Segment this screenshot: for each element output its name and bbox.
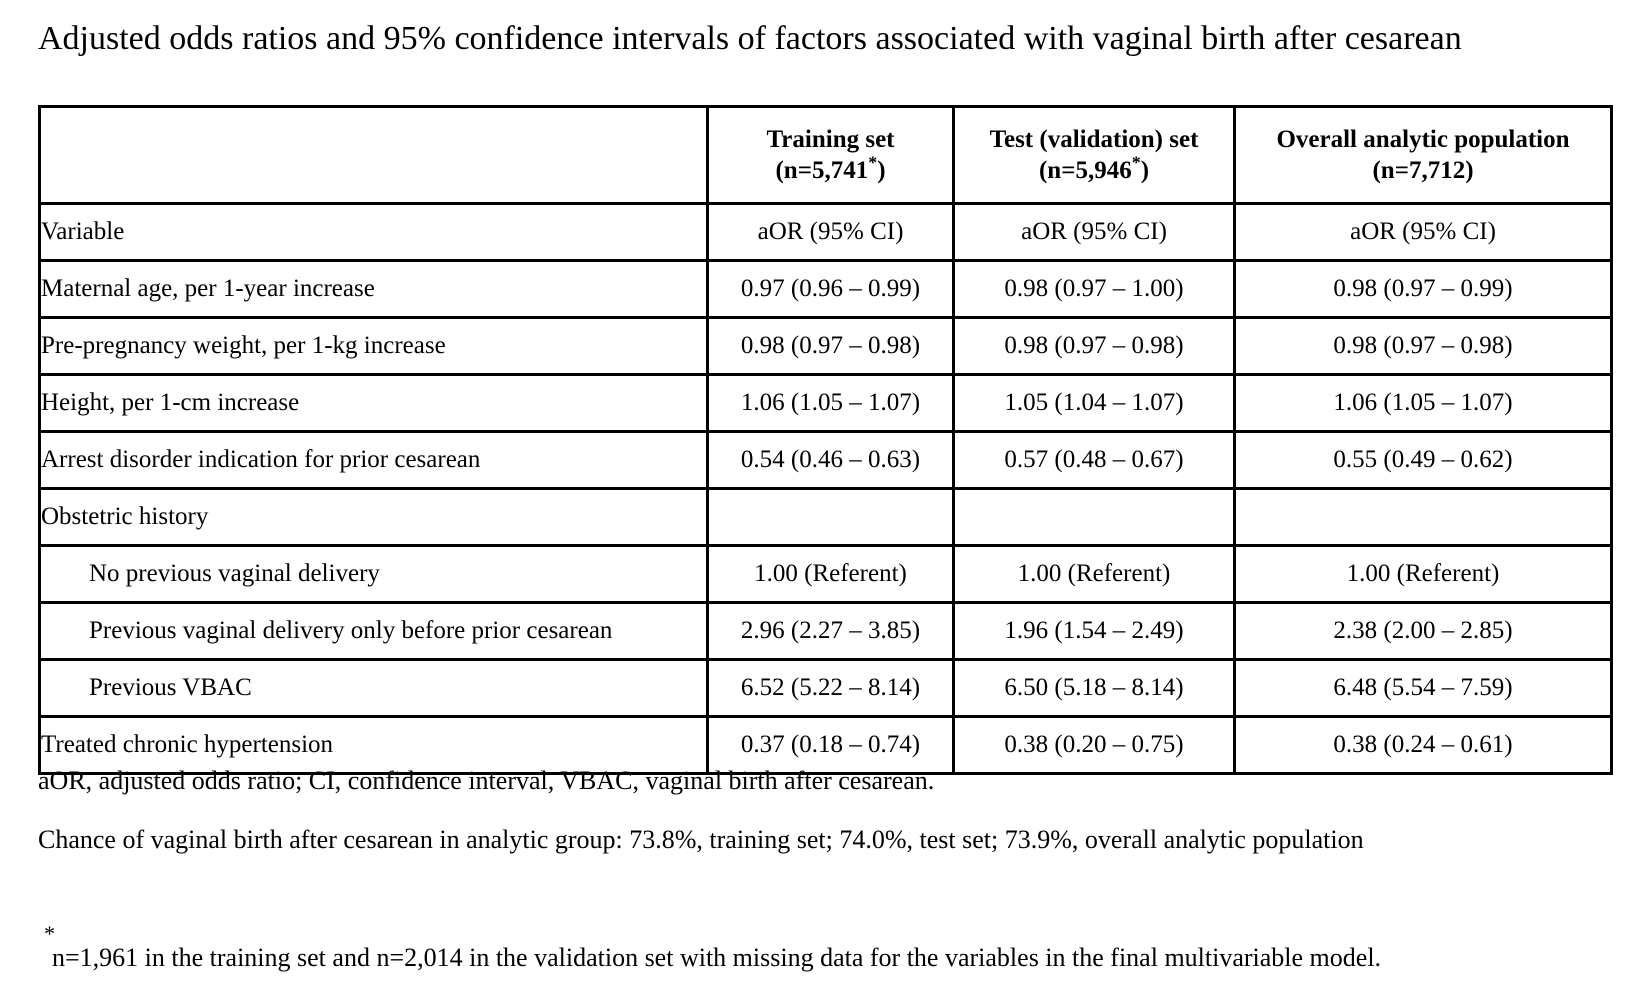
table-row: Obstetric history — [38, 487, 1613, 547]
table-row: Previous VBAC 6.52 (5.22 – 8.14) 6.50 (5.1… — [38, 658, 1613, 718]
training-set-value: 6.52 (5.22 – 8.14) — [706, 658, 955, 718]
column-header-row: Training set (n=5,741*) Test (validation… — [38, 105, 1613, 205]
test-set-header: Test (validation) set (n=5,946*) — [952, 105, 1236, 205]
overall-value: 1.06 (1.05 – 1.07) — [1233, 373, 1613, 433]
test-set-value: 0.38 (0.20 – 0.75) — [952, 715, 1236, 775]
test-set-value: 0.57 (0.48 – 0.67) — [952, 430, 1236, 490]
table-row: Pre-pregnancy weight, per 1-kg increase 0… — [38, 316, 1613, 376]
training-set-value: 1.00 (Referent) — [706, 544, 955, 604]
overall-value: 1.00 (Referent) — [1233, 544, 1613, 604]
footnote-asterisk: * — [43, 921, 54, 946]
variable-name: Height, per 1-cm increase — [38, 373, 709, 433]
header-n: (n=5,741 — [775, 157, 869, 184]
table-row: Treated chronic hypertension 0.37 (0.18 –… — [38, 715, 1613, 775]
test-set-value: 1.96 (1.54 – 2.49) — [952, 601, 1236, 661]
variable-name: Previous VBAC — [38, 658, 709, 718]
overall-value: 0.38 (0.24 – 0.61) — [1233, 715, 1613, 775]
test-set-value: 0.98 (0.97 – 0.98) — [952, 316, 1236, 376]
asterisk-marker: * — [1131, 152, 1141, 173]
variable-name: Previous vaginal delivery only before pr… — [38, 601, 709, 661]
variable-name: No previous vaginal delivery — [38, 544, 709, 604]
training-set-value — [706, 487, 955, 547]
blank-header-cell — [38, 105, 709, 205]
training-set-value: 0.37 (0.18 – 0.74) — [706, 715, 955, 775]
test-set-value: 1.05 (1.04 – 1.07) — [952, 373, 1236, 433]
training-set-value: 0.54 (0.46 – 0.63) — [706, 430, 955, 490]
measure-label: aOR (95% CI) — [706, 202, 955, 262]
overall-population-header: Overall analytic population (n=7,712) — [1233, 105, 1613, 205]
abbreviations-note: aOR, adjusted odds ratio; CI, confidence… — [38, 766, 935, 795]
chance-note: Chance of vaginal birth after cesarean i… — [38, 825, 1364, 854]
table-row: Previous vaginal delivery only before pr… — [38, 601, 1613, 661]
training-set-value: 2.96 (2.27 – 3.85) — [706, 601, 955, 661]
table-row: Arrest disorder indication for prior ces… — [38, 430, 1613, 490]
variable-name: Maternal age, per 1-year increase — [38, 259, 709, 319]
overall-value — [1233, 487, 1613, 547]
table-row: No previous vaginal delivery 1.00 (Refere… — [38, 544, 1613, 604]
subheader-row: Variable aOR (95% CI) aOR (95% CI) aOR (… — [38, 202, 1613, 262]
header-n: (n=7,712) — [1372, 157, 1474, 184]
test-set-value: 0.98 (0.97 – 1.00) — [952, 259, 1236, 319]
header-name: Training set — [766, 126, 895, 153]
header-name: Overall analytic population — [1276, 126, 1570, 153]
variable-name: Pre-pregnancy weight, per 1-kg increase — [38, 316, 709, 376]
test-set-value: 6.50 (5.18 – 8.14) — [952, 658, 1236, 718]
header-close: ) — [1140, 157, 1150, 184]
variable-name: Obstetric history — [38, 487, 709, 547]
training-set-value: 1.06 (1.05 – 1.07) — [706, 373, 955, 433]
results-table: Training set (n=5,741*) Test (validation… — [38, 105, 1613, 775]
training-set-value: 0.98 (0.97 – 0.98) — [706, 316, 955, 376]
header-name: Test (validation) set — [989, 126, 1199, 153]
overall-value: 0.55 (0.49 – 0.62) — [1233, 430, 1613, 490]
measure-label: aOR (95% CI) — [952, 202, 1236, 262]
overall-value: 0.98 (0.97 – 0.98) — [1233, 316, 1613, 376]
variable-label: Variable — [38, 202, 709, 262]
variable-name: Arrest disorder indication for prior ces… — [38, 430, 709, 490]
header-close: ) — [877, 157, 886, 184]
test-set-value: 1.00 (Referent) — [952, 544, 1236, 604]
test-set-value — [952, 487, 1236, 547]
footnote-text: n=1,961 in the training set and n=2,014 … — [52, 943, 1382, 972]
overall-value: 0.98 (0.97 – 0.99) — [1233, 259, 1613, 319]
training-set-value: 0.97 (0.96 – 0.99) — [706, 259, 955, 319]
measure-label: aOR (95% CI) — [1233, 202, 1613, 262]
overall-value: 2.38 (2.00 – 2.85) — [1233, 601, 1613, 661]
header-n: (n=5,946 — [1038, 157, 1132, 184]
training-set-header: Training set (n=5,741*) — [706, 105, 955, 205]
table-title: Adjusted odds ratios and 95% confidence … — [38, 20, 1462, 57]
table-row: Height, per 1-cm increase 1.06 (1.05 – 1.… — [38, 373, 1613, 433]
variable-name: Treated chronic hypertension — [38, 715, 709, 775]
asterisk-marker: * — [868, 152, 878, 173]
table-row: Maternal age, per 1-year increase 0.97 (0… — [38, 259, 1613, 319]
overall-value: 6.48 (5.54 – 7.59) — [1233, 658, 1613, 718]
